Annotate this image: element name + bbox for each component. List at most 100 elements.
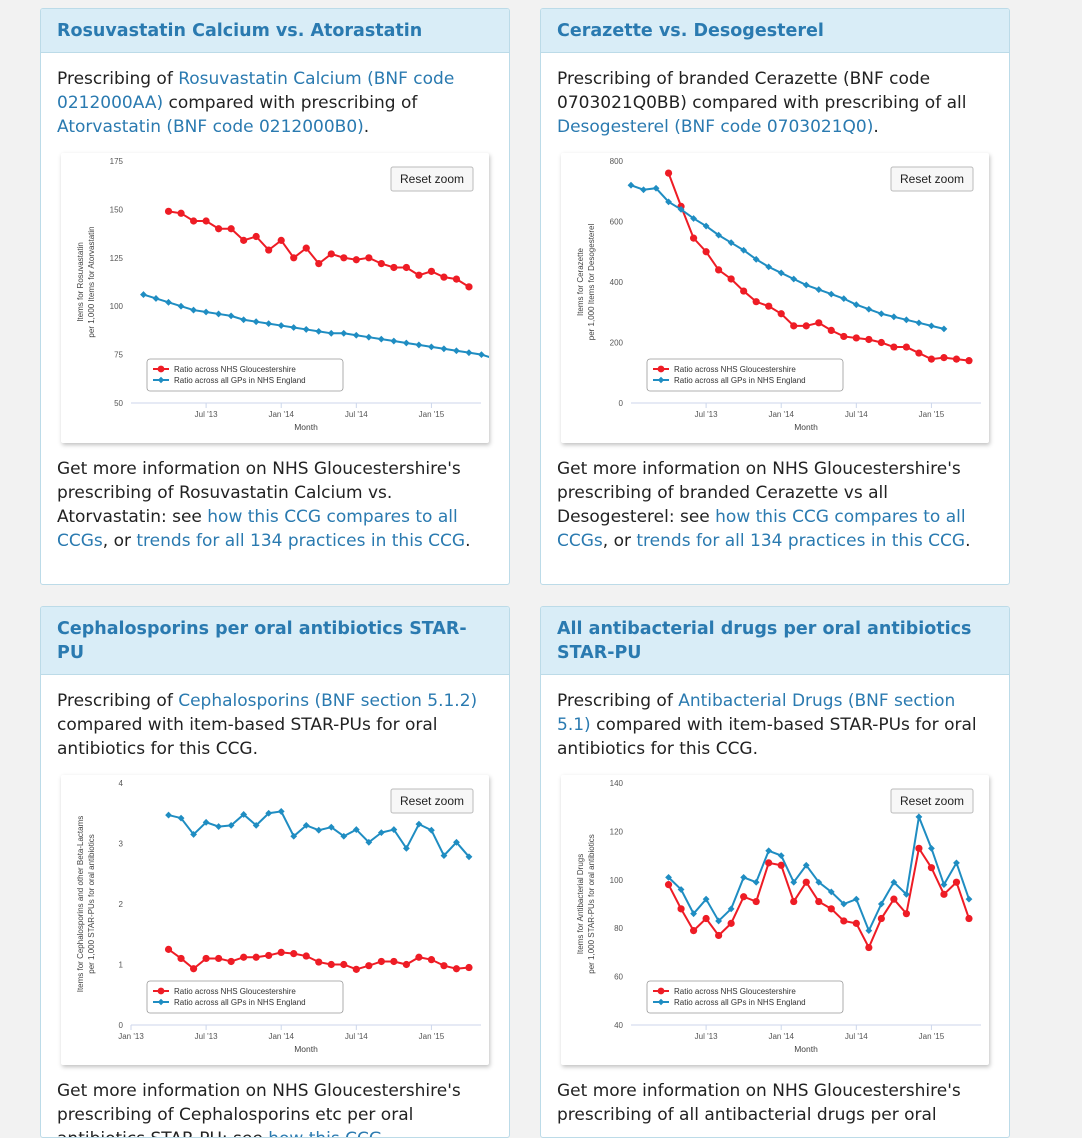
data-point[interactable] bbox=[402, 844, 410, 852]
data-point[interactable] bbox=[240, 811, 248, 818]
data-point[interactable] bbox=[202, 217, 210, 225]
data-point[interactable] bbox=[690, 215, 697, 222]
data-point[interactable] bbox=[277, 322, 285, 329]
data-point[interactable] bbox=[365, 838, 373, 846]
data-point[interactable] bbox=[689, 927, 698, 935]
data-point[interactable] bbox=[664, 169, 673, 177]
data-point[interactable] bbox=[427, 267, 436, 275]
data-point[interactable] bbox=[752, 255, 760, 263]
data-point[interactable] bbox=[465, 853, 473, 861]
data-point[interactable] bbox=[177, 954, 185, 963]
data-point[interactable] bbox=[890, 878, 898, 886]
data-point[interactable] bbox=[453, 347, 460, 355]
line-chart[interactable]: 0 1 2 3 4 Items for Cephalosporins and other … bbox=[61, 775, 489, 1065]
data-point[interactable] bbox=[890, 313, 898, 321]
data-point[interactable] bbox=[965, 914, 973, 923]
data-point[interactable] bbox=[302, 326, 310, 333]
data-point[interactable] bbox=[465, 349, 473, 357]
data-point[interactable] bbox=[727, 919, 735, 927]
data-point[interactable] bbox=[290, 254, 298, 262]
data-point[interactable] bbox=[365, 254, 373, 262]
data-point[interactable] bbox=[227, 821, 235, 829]
data-point[interactable] bbox=[265, 951, 273, 960]
legend-label[interactable]: Ratio across NHS Gloucestershire bbox=[674, 987, 796, 996]
data-point[interactable] bbox=[390, 826, 398, 833]
legend-label[interactable]: Ratio across NHS Gloucestershire bbox=[174, 987, 296, 996]
chart-container[interactable]: 50 75 100 125 150 175 Items for Rosuvastatin pe… bbox=[61, 153, 489, 443]
data-point[interactable] bbox=[189, 217, 198, 225]
data-point[interactable] bbox=[927, 355, 936, 363]
data-point[interactable] bbox=[453, 838, 460, 846]
data-point[interactable] bbox=[290, 832, 298, 840]
data-point[interactable] bbox=[665, 873, 672, 881]
data-point[interactable] bbox=[452, 965, 461, 973]
data-point[interactable] bbox=[852, 895, 860, 903]
data-point[interactable] bbox=[715, 231, 723, 239]
data-point[interactable] bbox=[840, 900, 848, 908]
data-point[interactable] bbox=[140, 291, 147, 298]
data-point[interactable] bbox=[377, 957, 385, 966]
data-point[interactable] bbox=[352, 965, 360, 973]
data-point[interactable] bbox=[227, 957, 235, 966]
bnf-link-atorvastatin[interactable]: Atorvastatin (BNF code 0212000B0) bbox=[57, 117, 364, 137]
data-point[interactable] bbox=[827, 905, 835, 913]
data-point[interactable] bbox=[815, 878, 823, 886]
data-point[interactable] bbox=[227, 312, 235, 320]
legend-label[interactable]: Ratio across all GPs in NHS England bbox=[174, 376, 306, 385]
data-point[interactable] bbox=[852, 919, 860, 927]
data-point[interactable] bbox=[852, 301, 860, 309]
data-point[interactable] bbox=[215, 823, 223, 830]
data-point[interactable] bbox=[940, 325, 948, 333]
data-point[interactable] bbox=[877, 310, 885, 318]
data-point[interactable] bbox=[327, 329, 335, 337]
data-point[interactable] bbox=[265, 246, 273, 254]
data-point[interactable] bbox=[465, 283, 473, 291]
data-point[interactable] bbox=[827, 326, 835, 334]
data-point[interactable] bbox=[927, 864, 936, 872]
data-point[interactable] bbox=[740, 246, 748, 254]
data-point[interactable] bbox=[715, 266, 723, 274]
compare-ccgs-link[interactable]: how this CCG compares to all CCGs bbox=[57, 507, 458, 551]
data-point[interactable] bbox=[252, 953, 260, 961]
line-chart[interactable]: 0 200 400 600 800 Items for Cerazette per 1,00… bbox=[561, 153, 989, 443]
data-point[interactable] bbox=[890, 895, 898, 903]
data-point[interactable] bbox=[827, 290, 835, 298]
data-point[interactable] bbox=[315, 260, 323, 268]
data-point[interactable] bbox=[315, 327, 323, 335]
data-point[interactable] bbox=[265, 809, 273, 817]
data-point[interactable] bbox=[252, 232, 260, 241]
data-point[interactable] bbox=[327, 960, 335, 969]
data-point[interactable] bbox=[240, 316, 248, 324]
data-point[interactable] bbox=[702, 222, 710, 230]
data-point[interactable] bbox=[928, 844, 935, 852]
bnf-link-desogesterel[interactable]: Desogesterel (BNF code 0703021Q0) bbox=[557, 117, 874, 137]
data-point[interactable] bbox=[665, 198, 672, 206]
data-point[interactable] bbox=[152, 295, 160, 302]
data-point[interactable] bbox=[765, 263, 773, 271]
data-point[interactable] bbox=[290, 324, 298, 331]
practice-trends-link[interactable]: trends for all 134 practices in this CCG bbox=[136, 531, 466, 551]
data-point[interactable] bbox=[315, 958, 323, 966]
data-point[interactable] bbox=[815, 319, 823, 327]
data-point[interactable] bbox=[240, 236, 248, 244]
legend-label[interactable]: Ratio across all GPs in NHS England bbox=[174, 998, 306, 1007]
practice-trends-link[interactable]: trends for all 134 practices in this CCG bbox=[636, 531, 966, 551]
data-point[interactable] bbox=[377, 829, 385, 837]
data-point[interactable] bbox=[802, 878, 810, 886]
data-point[interactable] bbox=[427, 956, 436, 964]
data-point[interactable] bbox=[777, 852, 785, 859]
data-point[interactable] bbox=[940, 354, 948, 362]
data-point[interactable] bbox=[902, 343, 910, 351]
data-point[interactable] bbox=[952, 878, 961, 886]
data-point[interactable] bbox=[315, 826, 323, 834]
data-point[interactable] bbox=[777, 269, 785, 277]
chart-container[interactable]: 40 60 80 100 120 140 Items for Antibacterial D… bbox=[561, 775, 989, 1065]
data-point[interactable] bbox=[915, 319, 923, 327]
data-point[interactable] bbox=[940, 881, 948, 889]
data-point[interactable] bbox=[390, 957, 398, 966]
data-point[interactable] bbox=[302, 244, 310, 252]
data-point[interactable] bbox=[702, 248, 710, 256]
data-point[interactable] bbox=[190, 306, 197, 314]
data-point[interactable] bbox=[365, 962, 373, 970]
data-point[interactable] bbox=[752, 878, 760, 886]
